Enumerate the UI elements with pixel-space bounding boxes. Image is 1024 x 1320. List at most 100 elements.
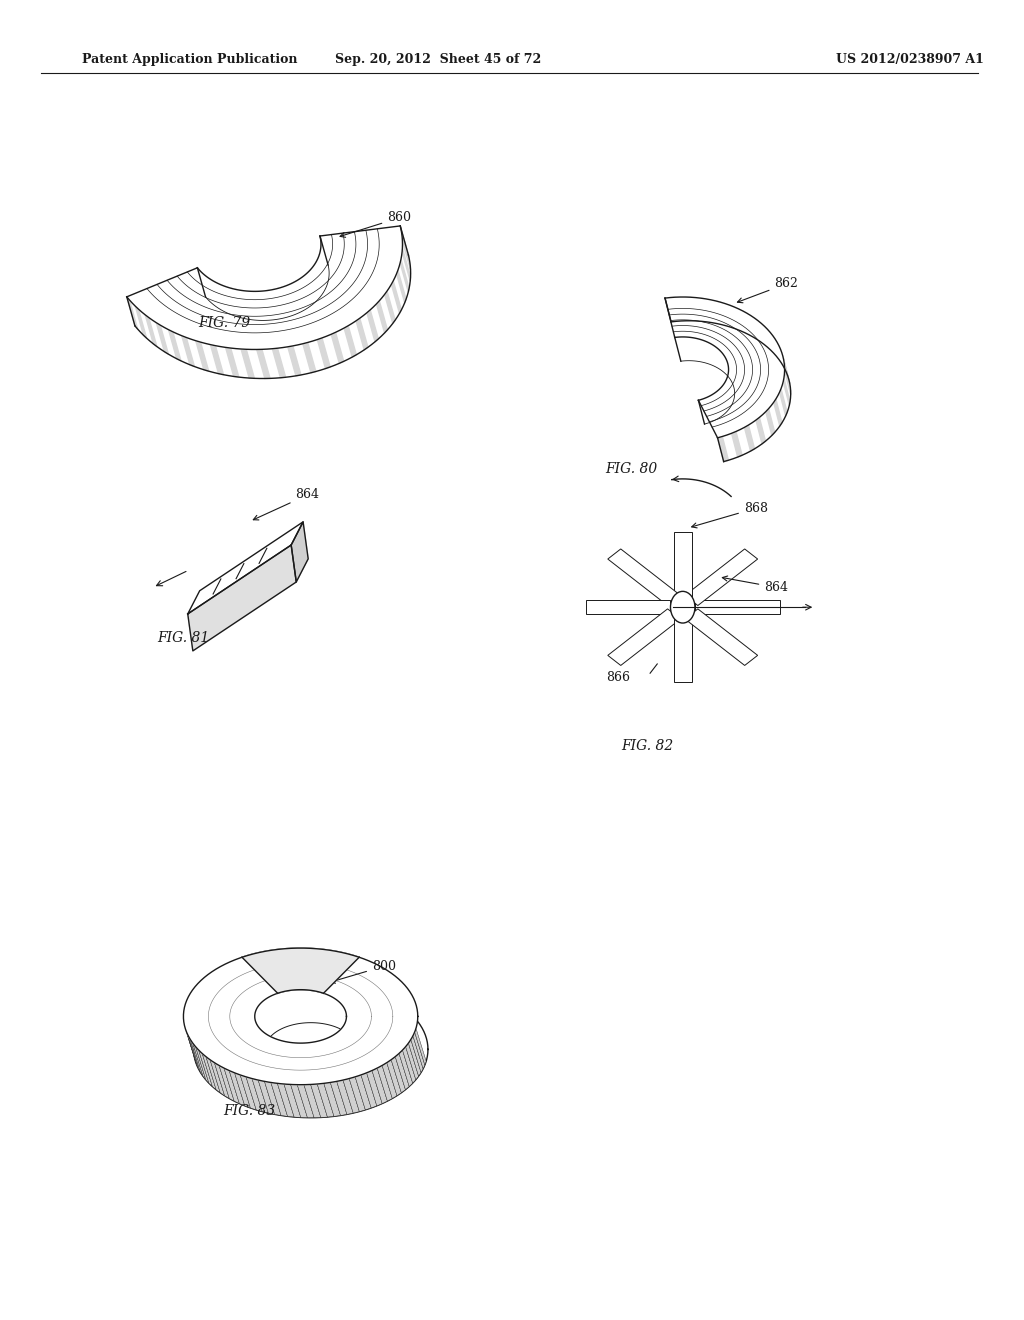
Text: FIG. 82: FIG. 82 <box>621 739 673 752</box>
Polygon shape <box>196 341 209 371</box>
Polygon shape <box>325 1039 337 1072</box>
Polygon shape <box>267 1035 279 1069</box>
Polygon shape <box>385 292 395 323</box>
Polygon shape <box>685 595 700 610</box>
Polygon shape <box>261 1030 272 1064</box>
Polygon shape <box>674 532 692 598</box>
Polygon shape <box>257 1024 267 1059</box>
Polygon shape <box>685 297 696 321</box>
Polygon shape <box>219 1065 234 1101</box>
Polygon shape <box>665 297 784 438</box>
Polygon shape <box>314 1041 328 1074</box>
Polygon shape <box>685 609 758 665</box>
Polygon shape <box>186 1032 199 1069</box>
Polygon shape <box>196 1047 209 1084</box>
Polygon shape <box>324 1082 341 1117</box>
Polygon shape <box>272 1038 285 1072</box>
Polygon shape <box>263 1032 275 1067</box>
Polygon shape <box>344 1024 354 1059</box>
Polygon shape <box>187 545 296 651</box>
Text: 864: 864 <box>253 488 319 520</box>
Polygon shape <box>783 378 791 405</box>
Polygon shape <box>731 432 742 457</box>
Polygon shape <box>343 1078 359 1113</box>
Polygon shape <box>198 236 329 321</box>
Text: US 2012/0238907 A1: US 2012/0238907 A1 <box>836 53 983 66</box>
Polygon shape <box>145 315 157 347</box>
Text: FIG. 80: FIG. 80 <box>605 462 657 475</box>
Polygon shape <box>303 342 315 372</box>
Polygon shape <box>399 1051 413 1086</box>
Text: 860: 860 <box>340 211 412 238</box>
Polygon shape <box>302 1043 314 1076</box>
Polygon shape <box>700 298 712 322</box>
Polygon shape <box>259 1028 271 1063</box>
Polygon shape <box>765 326 773 352</box>
Polygon shape <box>402 1047 416 1084</box>
Polygon shape <box>246 1077 262 1111</box>
Polygon shape <box>206 1057 220 1093</box>
Polygon shape <box>670 297 681 321</box>
Polygon shape <box>272 348 286 378</box>
Polygon shape <box>255 1022 266 1056</box>
Polygon shape <box>187 521 303 614</box>
Polygon shape <box>265 1034 278 1068</box>
Polygon shape <box>322 1039 335 1073</box>
Polygon shape <box>779 388 787 416</box>
Text: 864: 864 <box>722 576 788 594</box>
Polygon shape <box>586 601 671 614</box>
Text: Sep. 20, 2012  Sheet 45 of 72: Sep. 20, 2012 Sheet 45 of 72 <box>335 53 542 66</box>
Text: Patent Application Publication: Patent Application Publication <box>82 53 297 66</box>
Polygon shape <box>258 1027 269 1061</box>
Polygon shape <box>372 1068 387 1104</box>
Polygon shape <box>329 1036 341 1071</box>
Polygon shape <box>406 1043 419 1080</box>
Polygon shape <box>225 347 239 378</box>
Polygon shape <box>331 1081 347 1115</box>
Polygon shape <box>327 1038 339 1072</box>
Text: 868: 868 <box>691 502 768 528</box>
Polygon shape <box>294 1043 307 1076</box>
Text: 800: 800 <box>330 960 396 983</box>
Polygon shape <box>169 330 181 360</box>
Polygon shape <box>716 301 726 326</box>
Polygon shape <box>367 310 378 342</box>
Text: 866: 866 <box>606 671 631 684</box>
Polygon shape <box>695 601 697 619</box>
Polygon shape <box>268 1036 281 1069</box>
Polygon shape <box>333 1035 344 1069</box>
Polygon shape <box>288 346 301 376</box>
Polygon shape <box>291 1085 307 1118</box>
Polygon shape <box>193 1043 206 1080</box>
Circle shape <box>671 591 695 623</box>
Polygon shape <box>276 1039 290 1073</box>
Text: FIG. 79: FIG. 79 <box>198 317 250 330</box>
Polygon shape <box>190 1040 203 1076</box>
Polygon shape <box>282 1040 294 1074</box>
Polygon shape <box>304 1043 317 1076</box>
Polygon shape <box>402 248 411 281</box>
Polygon shape <box>608 549 681 606</box>
Polygon shape <box>744 425 755 451</box>
Polygon shape <box>317 1084 334 1117</box>
Polygon shape <box>361 1073 377 1107</box>
Polygon shape <box>284 1041 297 1074</box>
Polygon shape <box>309 1043 323 1076</box>
Polygon shape <box>774 399 782 426</box>
Polygon shape <box>229 1071 245 1106</box>
Polygon shape <box>355 1074 371 1110</box>
Polygon shape <box>339 1030 350 1064</box>
Polygon shape <box>257 1026 268 1060</box>
Polygon shape <box>400 259 410 292</box>
Polygon shape <box>317 1040 330 1074</box>
Polygon shape <box>782 356 790 384</box>
Polygon shape <box>340 1028 352 1063</box>
Polygon shape <box>310 1084 328 1118</box>
Polygon shape <box>356 318 368 350</box>
Polygon shape <box>415 1028 426 1065</box>
Polygon shape <box>674 616 692 682</box>
Polygon shape <box>674 598 694 602</box>
Polygon shape <box>271 1082 288 1117</box>
Polygon shape <box>280 1040 292 1073</box>
Polygon shape <box>274 1039 287 1072</box>
